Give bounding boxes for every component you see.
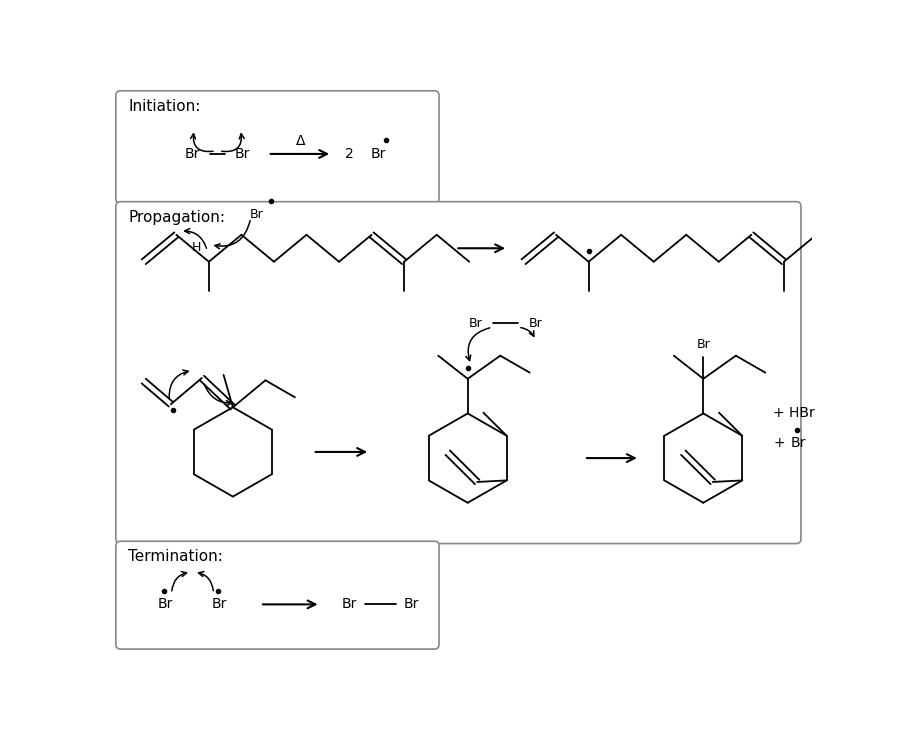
Text: Initiation:: Initiation: xyxy=(128,99,200,115)
Text: Br: Br xyxy=(250,208,263,221)
Text: Br: Br xyxy=(529,317,542,330)
Text: Br: Br xyxy=(696,338,710,351)
Text: Br: Br xyxy=(468,317,483,330)
Text: Δ: Δ xyxy=(296,134,305,148)
FancyBboxPatch shape xyxy=(115,541,439,649)
Text: Br: Br xyxy=(212,597,227,611)
Text: Br: Br xyxy=(235,147,250,161)
FancyBboxPatch shape xyxy=(115,91,439,203)
Text: H: H xyxy=(192,241,201,254)
Text: Br: Br xyxy=(403,597,419,611)
Text: Br: Br xyxy=(371,147,386,161)
Text: Br: Br xyxy=(158,597,173,611)
Text: Br: Br xyxy=(342,597,357,611)
FancyBboxPatch shape xyxy=(115,202,801,544)
Text: Br: Br xyxy=(185,147,200,161)
Text: Propagation:: Propagation: xyxy=(128,211,226,225)
Text: Br: Br xyxy=(791,436,806,450)
Text: + HBr: + HBr xyxy=(773,406,815,420)
Text: Termination:: Termination: xyxy=(128,549,223,564)
Text: 2: 2 xyxy=(345,147,354,161)
Text: +: + xyxy=(773,436,785,450)
